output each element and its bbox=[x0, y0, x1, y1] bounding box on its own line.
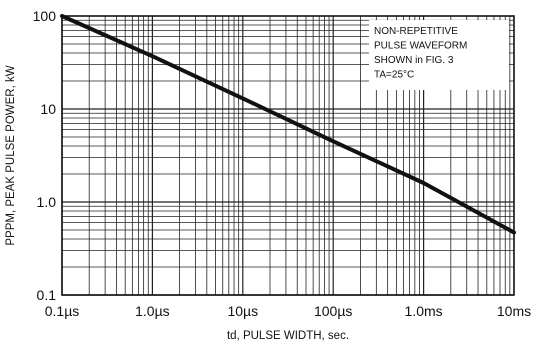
y-tick-labels: 100 10 1.0 0.1 bbox=[33, 8, 57, 303]
y-tick-label: 100 bbox=[33, 8, 57, 24]
x-tick-label: 100µs bbox=[314, 303, 352, 319]
annotation-background bbox=[369, 20, 509, 90]
series-line bbox=[60, 14, 516, 235]
grid bbox=[61, 16, 514, 296]
annotation-line-2: PULSE WAVEFORM bbox=[374, 41, 467, 52]
y-axis-title: PPPM, PEAK PULSE POWER, kW bbox=[5, 65, 17, 245]
x-tick-label: 10ms bbox=[497, 303, 531, 319]
x-tick-label: 1.0ms bbox=[405, 303, 443, 319]
annotation-box: NON-REPETITIVE PULSE WAVEFORM SHOWN in F… bbox=[369, 20, 509, 90]
y-tick-label: 10 bbox=[40, 101, 56, 117]
annotation-line-3: SHOWN in FIG. 3 bbox=[374, 55, 454, 66]
y-tick-label: 1.0 bbox=[37, 194, 57, 210]
y-tick-label: 0.1 bbox=[37, 287, 57, 303]
annotation-line-4: TA=25°C bbox=[374, 70, 414, 81]
x-tick-label: 0.1µs bbox=[45, 303, 80, 319]
series-layer bbox=[60, 14, 516, 235]
annotation-line-1: NON-REPETITIVE bbox=[374, 26, 458, 37]
plot-frame bbox=[61, 15, 515, 296]
x-axis-title: td, PULSE WIDTH, sec. bbox=[227, 330, 349, 342]
x-tick-labels: 0.1µs 1.0µs 10µs 100µs 1.0ms 10ms bbox=[45, 303, 531, 319]
x-tick-label: 10µs bbox=[227, 303, 258, 319]
x-tick-label: 1.0µs bbox=[135, 303, 170, 319]
